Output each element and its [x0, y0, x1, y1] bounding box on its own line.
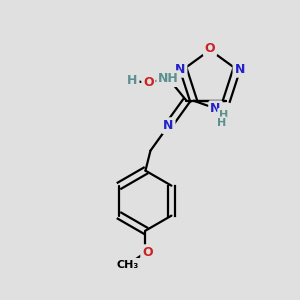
Text: H: H [219, 110, 228, 120]
Text: O: O [205, 41, 215, 55]
Text: N: N [175, 63, 186, 76]
Text: H: H [127, 74, 138, 87]
Text: CH₃: CH₃ [116, 260, 139, 270]
Text: NH: NH [158, 72, 179, 85]
Text: N: N [163, 119, 174, 132]
Text: O: O [143, 76, 154, 89]
Text: N: N [210, 102, 221, 115]
Text: O: O [142, 246, 153, 259]
Text: N: N [234, 63, 245, 76]
Text: H: H [217, 118, 226, 128]
